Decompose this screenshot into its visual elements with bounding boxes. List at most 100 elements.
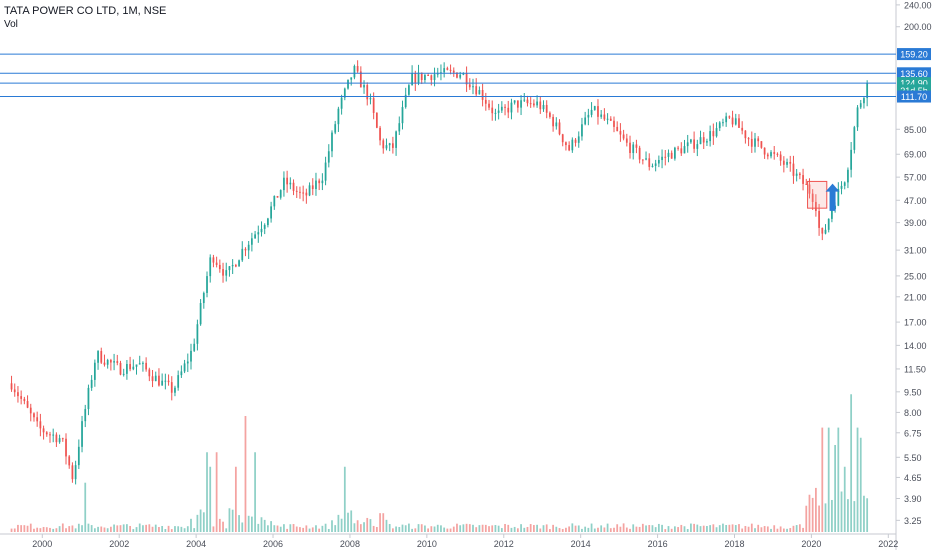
candle-body	[77, 446, 80, 466]
candle-body	[449, 69, 452, 71]
candle-body	[513, 100, 516, 103]
candle-body	[17, 392, 19, 397]
volume-bar	[766, 526, 769, 532]
volume-bar	[206, 452, 208, 532]
candle-body	[388, 143, 391, 146]
volume-bar	[315, 525, 317, 532]
candle-body	[478, 90, 481, 95]
volume-bar	[42, 526, 45, 532]
candle-body	[718, 122, 721, 129]
candle-body	[395, 131, 397, 148]
candle-body	[574, 139, 577, 143]
candle-body	[690, 139, 692, 143]
y-tick-label: 3.90	[904, 494, 922, 504]
candle-body	[545, 104, 548, 113]
volume-bar	[433, 526, 436, 532]
volume-bar	[757, 524, 760, 532]
symbol-title: TATA POWER CO LTD, 1M, NSE	[4, 5, 167, 17]
x-tick-label: 2002	[109, 539, 129, 549]
candle-body	[747, 138, 750, 140]
volume-bar	[565, 527, 567, 532]
volume-bar	[180, 526, 183, 532]
candle-body	[472, 86, 474, 88]
candle-body	[436, 73, 439, 75]
volume-bar	[106, 528, 109, 532]
volume-bar	[645, 525, 647, 532]
volume-bar	[122, 524, 125, 532]
volume-bar	[690, 523, 692, 532]
volume-bar	[504, 523, 506, 532]
candle-body	[446, 68, 449, 70]
candle-body	[696, 144, 699, 149]
candle-body	[619, 131, 622, 135]
volume-bar	[654, 527, 657, 532]
candle-body	[635, 144, 638, 148]
volume-bar	[670, 528, 673, 532]
candle-body	[286, 177, 289, 185]
volume-bar	[609, 528, 612, 532]
candle-body	[840, 185, 843, 189]
y-tick-label: 25.00	[904, 271, 927, 281]
volume-bar	[661, 524, 663, 532]
candle-body	[263, 225, 266, 229]
candle-body	[385, 145, 388, 149]
candle-body	[516, 100, 519, 108]
volume-bar	[686, 529, 689, 532]
volume-bar	[731, 524, 734, 532]
candle-body	[292, 182, 295, 191]
y-tick-label: 240.00	[904, 0, 932, 10]
candle-body	[379, 127, 381, 141]
candle-body	[13, 389, 16, 393]
volume-bar	[151, 526, 154, 532]
candle-body	[757, 138, 760, 142]
volume-layer	[10, 394, 869, 532]
volume-bar	[744, 525, 747, 532]
candle-body	[49, 434, 51, 436]
candle-body	[215, 262, 218, 265]
volume-bar	[718, 525, 721, 532]
candle-body	[327, 151, 330, 163]
volume-bar	[193, 528, 196, 532]
candle-body	[609, 118, 612, 121]
volume-bar	[267, 525, 269, 532]
price-label-box	[897, 90, 931, 103]
y-tick-label: 3.25	[904, 516, 922, 526]
annotation-box[interactable]	[807, 180, 828, 209]
volume-bar	[138, 523, 141, 532]
candle-body	[10, 383, 13, 390]
volume-bar	[250, 516, 253, 532]
volume-bar	[459, 525, 462, 532]
candle-body	[45, 432, 48, 435]
candle-body	[417, 72, 420, 83]
volume-bar	[529, 524, 532, 532]
candle-body	[279, 190, 282, 198]
volume-bar	[552, 524, 554, 532]
candle-body	[218, 264, 221, 270]
arrow-up-icon[interactable]	[825, 183, 840, 211]
volume-bar	[424, 525, 426, 532]
candle-body	[465, 73, 468, 85]
volume-bar	[831, 499, 833, 532]
candle-body	[798, 173, 801, 176]
volume-bar	[327, 528, 330, 532]
candle-body	[664, 156, 667, 158]
candle-body	[712, 131, 715, 137]
candle-body	[533, 103, 535, 106]
volume-bar	[183, 528, 186, 532]
volume-bar	[68, 526, 71, 532]
candle-body	[90, 379, 93, 388]
candle-body	[741, 127, 744, 131]
y-tick-label: 57.00	[904, 173, 927, 183]
candle-body	[629, 142, 631, 154]
candle-body	[68, 456, 71, 466]
candle-body	[244, 248, 247, 251]
candle-body	[603, 114, 606, 120]
candle-body	[356, 66, 359, 72]
y-tick-label: 5.50	[904, 453, 922, 463]
volume-bar	[558, 528, 561, 532]
volume-bar	[597, 527, 599, 532]
volume-bar	[190, 518, 192, 532]
volume-bar	[734, 525, 737, 532]
candle-body	[231, 265, 234, 267]
